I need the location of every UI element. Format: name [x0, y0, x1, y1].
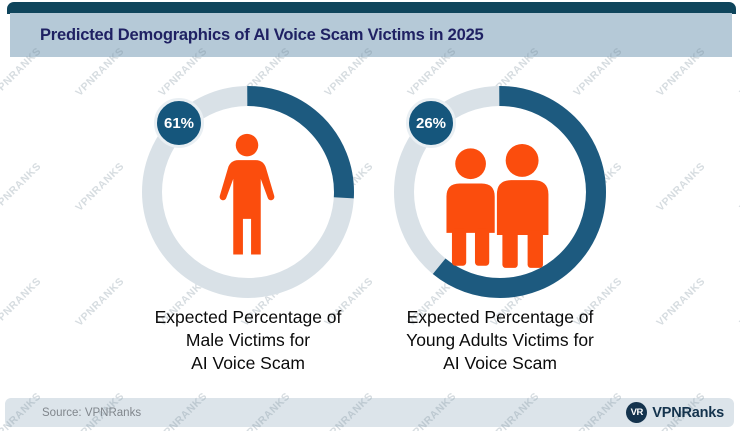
header-title-band [10, 13, 732, 57]
two-people-icon [446, 144, 549, 268]
percentage-badge-young-adults: 26% [406, 98, 456, 148]
vpnranks-logo-monogram: VR [626, 402, 648, 423]
watermark-text: VPNRANKS [73, 160, 127, 214]
page-title: Predicted Demographics of AI Voice Scam … [40, 25, 484, 44]
caption-line: Expected Percentage of [154, 307, 342, 327]
caption-young-adults: Expected Percentage of Young Adults Vict… [340, 306, 660, 375]
watermark-text: VPNRANKS [0, 160, 44, 214]
caption-male-victims: Expected Percentage of Male Victims for … [88, 306, 408, 375]
watermark-text: VPNRANKS [737, 275, 740, 329]
footer-band [5, 398, 734, 427]
percentage-badge-male: 61% [154, 98, 204, 148]
caption-line: AI Voice Scam [191, 353, 305, 373]
watermark-text: VPNRANKS [737, 160, 740, 214]
watermark-text: VPNRANKS [654, 160, 708, 214]
vpnranks-logo-text: VPNRanks [652, 404, 724, 421]
donut-chart-young-adults: 26% [390, 82, 610, 302]
donut-arc-young-adults [394, 86, 606, 298]
caption-line: Male Victims for [185, 330, 311, 350]
donut-arc-male [142, 86, 354, 298]
caption-line: Expected Percentage of [406, 307, 594, 327]
male-figure-icon [219, 133, 275, 255]
caption-line: AI Voice Scam [443, 353, 557, 373]
donut-chart-male-victims: 61% [138, 82, 358, 302]
header-top-strip [7, 2, 736, 14]
watermark-text: VPNRANKS [0, 275, 44, 329]
source-label: Source: VPNRanks [42, 406, 142, 419]
caption-line: Young Adults Victims for [406, 330, 594, 350]
vpnranks-logo: VR VPNRanks [626, 398, 724, 427]
